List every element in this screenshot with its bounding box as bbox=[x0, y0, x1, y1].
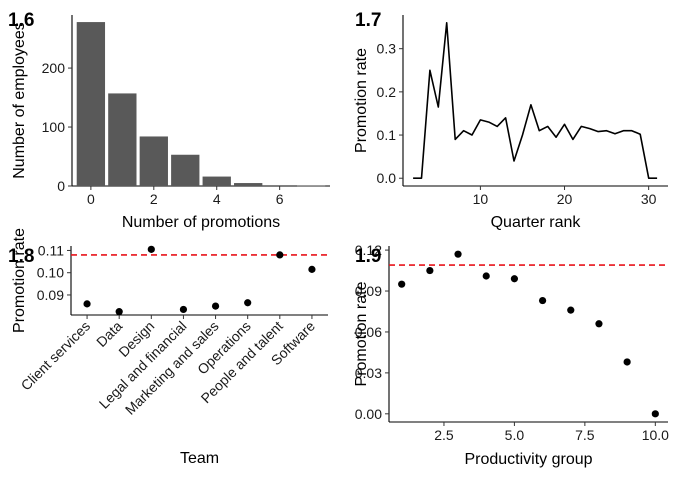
point bbox=[398, 280, 406, 288]
y-axis-title: Number of employees bbox=[11, 22, 28, 179]
panel-tag: 1.6 bbox=[8, 10, 34, 31]
panel-rate-by-productivity: 0.00 0.03 0.06 0.09 0.12 2.5 5.0 7.5 10.0 Promoti… bbox=[353, 242, 669, 468]
panel-tag: 1.8 bbox=[8, 246, 34, 267]
x-tick-label: 2 bbox=[150, 191, 158, 207]
y-tick-label: 0.03 bbox=[355, 365, 382, 381]
x-tick-label: 4 bbox=[213, 191, 221, 207]
y-tick-label: 200 bbox=[42, 60, 66, 76]
panel-tag: 1.7 bbox=[355, 10, 381, 31]
y-tick-label: 100 bbox=[42, 119, 66, 135]
x-axis-title: Number of promotions bbox=[122, 214, 280, 231]
y-tick-label: 0.1 bbox=[377, 127, 397, 143]
y-axis-title: Promotion rate bbox=[11, 228, 28, 333]
y-tick-label: 0.06 bbox=[355, 324, 382, 340]
point bbox=[276, 251, 284, 259]
bar bbox=[139, 136, 168, 186]
y-tick-label: 0.12 bbox=[355, 242, 382, 258]
x-tick-label: 5.0 bbox=[505, 427, 525, 443]
x-axis-title: Quarter rank bbox=[491, 214, 582, 231]
series-line bbox=[413, 21, 658, 179]
panel-rate-by-quarter-rank: 0.0 0.1 0.2 0.3 10 20 30 Promotion rate Quarter … bbox=[353, 10, 668, 231]
point bbox=[623, 358, 631, 366]
x-tick-label: 20 bbox=[557, 191, 573, 207]
y-tick-label: 0.2 bbox=[377, 84, 397, 100]
y-tick-label: 0.11 bbox=[38, 242, 64, 258]
y-tick-label: 0.0 bbox=[377, 170, 397, 186]
x-tick-label: Client services bbox=[18, 318, 94, 394]
x-tick-label: 30 bbox=[641, 191, 657, 207]
y-tick-label: 0 bbox=[57, 178, 65, 194]
panel-tag: 1.9 bbox=[355, 246, 381, 267]
point bbox=[244, 299, 252, 307]
bar bbox=[108, 93, 137, 186]
point bbox=[567, 306, 575, 314]
x-axis-title: Productivity group bbox=[464, 451, 592, 468]
bar bbox=[76, 22, 106, 186]
panel-promotion-count-histogram: 0 100 200 0 2 4 6 Number of employees Number of … bbox=[8, 10, 330, 231]
point bbox=[510, 275, 519, 283]
x-tick-label: 10 bbox=[473, 191, 489, 207]
point bbox=[482, 272, 490, 280]
point bbox=[595, 320, 603, 328]
y-axis-title: Promotion rate bbox=[353, 48, 370, 153]
point bbox=[211, 302, 220, 310]
x-tick-label: 10.0 bbox=[642, 427, 669, 443]
bar bbox=[202, 176, 231, 186]
x-axis-title: Team bbox=[180, 450, 219, 467]
bar bbox=[296, 185, 326, 187]
y-tick-label: 0.10 bbox=[37, 265, 64, 281]
y-tick-label: 0.00 bbox=[355, 406, 382, 422]
y-tick-label: 0.09 bbox=[37, 287, 64, 303]
point bbox=[308, 265, 316, 273]
y-axis-title: Promotion rate bbox=[353, 281, 370, 386]
point bbox=[454, 250, 462, 258]
x-tick-label: 2.5 bbox=[434, 427, 454, 443]
point bbox=[147, 245, 155, 253]
x-tick-label: 0 bbox=[87, 191, 95, 207]
point bbox=[651, 410, 659, 418]
point bbox=[538, 296, 547, 305]
bar bbox=[171, 154, 200, 186]
x-tick-label: 7.5 bbox=[575, 427, 595, 443]
y-tick-label: 0.09 bbox=[355, 283, 382, 299]
bar bbox=[234, 183, 263, 186]
point bbox=[179, 305, 188, 314]
point bbox=[83, 300, 91, 308]
point bbox=[426, 266, 434, 275]
x-tick-label: 6 bbox=[276, 191, 284, 207]
point bbox=[115, 308, 123, 316]
y-tick-label: 0.3 bbox=[377, 41, 397, 57]
